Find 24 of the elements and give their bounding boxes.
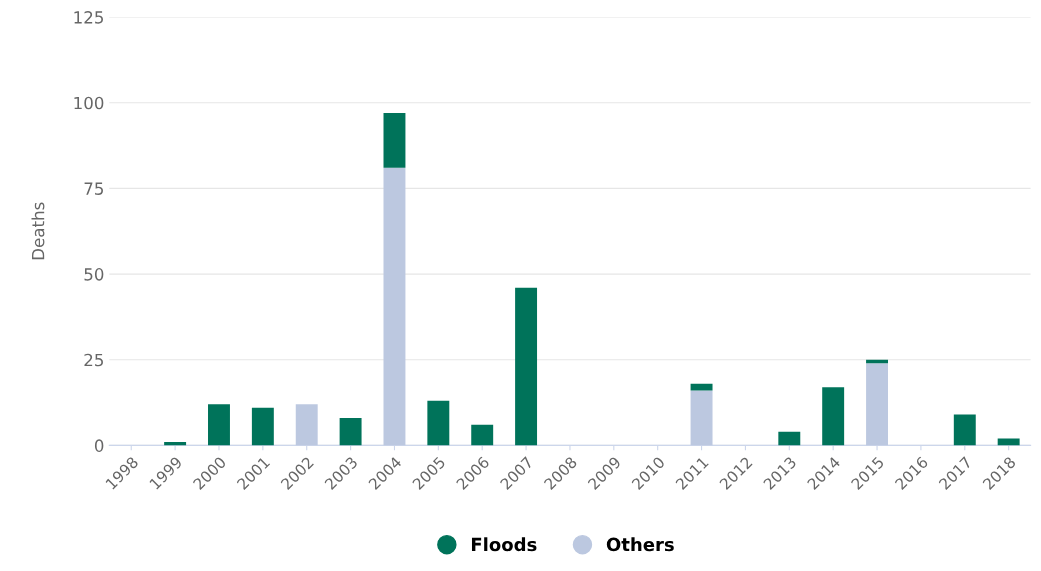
y-tick-label: 75 — [84, 182, 103, 195]
bar — [953, 414, 976, 446]
y-tick-label: 50 — [84, 268, 104, 281]
bar — [295, 404, 318, 446]
bar — [471, 424, 494, 446]
y-tick-label: 25 — [84, 353, 103, 367]
bar — [339, 417, 362, 446]
bar — [690, 390, 713, 446]
bar — [866, 363, 889, 446]
bar — [251, 407, 274, 446]
y-tick-label: 0 — [94, 439, 104, 452]
y-tick-label: 125 — [74, 11, 103, 24]
bar — [690, 383, 713, 391]
y-axis-title: Deaths — [31, 202, 45, 260]
bar — [778, 431, 801, 446]
legend-label: Others — [606, 537, 674, 552]
bar — [427, 400, 450, 446]
bar — [822, 387, 845, 446]
bar — [515, 287, 538, 446]
y-tick-label: 100 — [74, 96, 104, 110]
bar — [208, 404, 230, 446]
bar — [383, 167, 406, 446]
bar — [383, 113, 406, 168]
legend-label: Floods — [471, 537, 537, 552]
